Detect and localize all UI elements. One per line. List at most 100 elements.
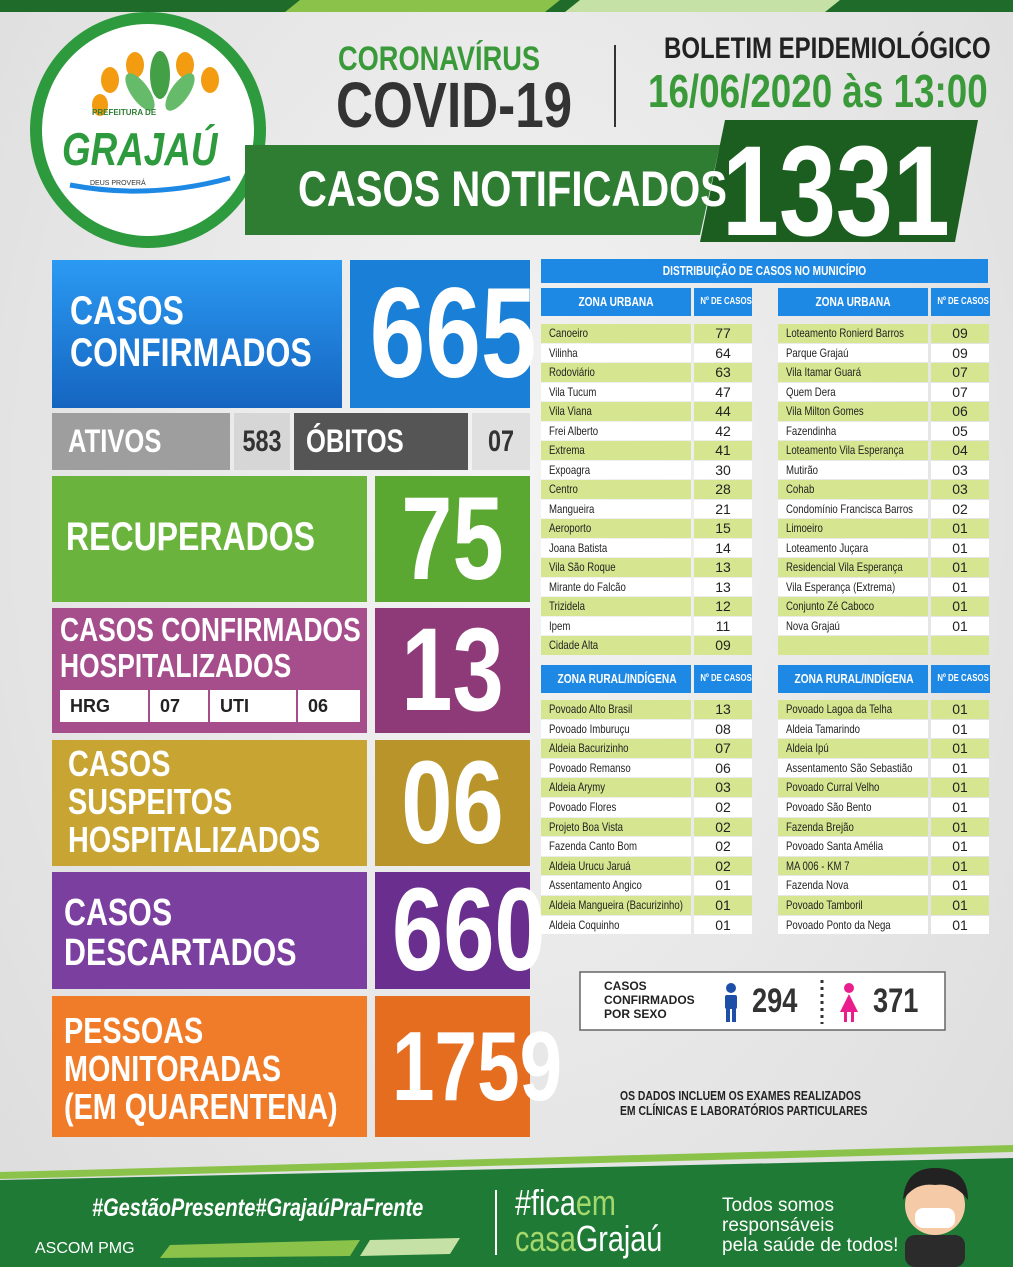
table-cell-name: Cohab <box>786 482 815 496</box>
table-row-bg <box>541 538 691 557</box>
table-row-bg <box>541 343 691 362</box>
table-header: ZONA URBANA <box>815 294 891 309</box>
table-header-cell <box>694 665 752 693</box>
table-row-bg <box>778 402 928 421</box>
panel-confirmed <box>52 260 342 408</box>
table-row-bg <box>541 915 691 935</box>
panel-label: MONITORADAS <box>64 1048 282 1089</box>
table-cell-count: 07 <box>952 383 968 400</box>
campaign-part: #fica <box>515 1182 576 1223</box>
sex-female: 371 <box>873 982 919 1020</box>
panel-discarded-value-box <box>375 872 530 989</box>
table-cell-count: 42 <box>715 422 731 439</box>
table-cell-count: 09 <box>952 344 968 361</box>
table-row-bg <box>778 558 928 577</box>
sex-male: 294 <box>752 982 798 1020</box>
table-row-bg <box>931 798 989 817</box>
panel-confirmed-value-box <box>350 260 530 408</box>
table-cell-name: Aldeia Bacurizinho <box>549 741 629 756</box>
table-cell-name: Fazenda Canto Bom <box>549 839 638 854</box>
table-row-bg <box>931 577 989 596</box>
table-cell-count: 01 <box>952 559 968 575</box>
table-row-bg <box>778 915 928 935</box>
note: OS DADOS INCLUEM OS EXAMES REALIZADOS <box>620 1088 861 1103</box>
slogan: Todos somos <box>722 1195 834 1216</box>
table-row-bg <box>541 421 691 440</box>
table-cell-count: 01 <box>952 720 968 737</box>
table-row-bg <box>931 382 989 401</box>
table-row-bg <box>931 363 989 382</box>
table-row-bg <box>778 324 928 343</box>
table-header: ZONA RURAL/INDÍGENA <box>794 671 914 686</box>
datetime: 16/06/2020 às 13:00 <box>648 65 988 117</box>
table-cell-count: 09 <box>952 325 968 341</box>
table-cell-count: 77 <box>715 325 731 341</box>
notified-label: CASOS NOTIFICADOS <box>298 161 727 217</box>
notified-value: 1331 <box>722 120 950 263</box>
table-header: Nº DE CASOS <box>937 673 989 684</box>
table-row-bg <box>778 343 928 362</box>
panel-recovered <box>52 476 367 602</box>
table-cell-count: 01 <box>952 539 968 556</box>
table-cell-count: 13 <box>715 578 731 595</box>
table-cell-name: Mirante do Falcão <box>549 579 626 594</box>
table-cell-name: Vila Milton Gomes <box>786 404 864 418</box>
table-cell-name: Povoado Imburuçu <box>549 721 630 736</box>
table-cell-count: 01 <box>952 799 968 815</box>
table-cell-count: 01 <box>715 897 731 913</box>
distribution-title: DISTRIBUIÇÃO DE CASOS NO MUNICÍPIO <box>662 263 867 278</box>
table-cell-name: Povoado Lagoa da Telha <box>786 702 893 716</box>
table-row-bg <box>931 421 989 440</box>
table-row-bg <box>778 856 928 876</box>
table-row-bg <box>778 577 928 596</box>
table-cell-name: Fazendinha <box>786 423 837 438</box>
table-row-bg <box>778 480 928 499</box>
table-cell-count: 04 <box>952 442 968 458</box>
campaign-part: Grajaú <box>575 1218 663 1259</box>
table-cell-name: Projeto Boa Vista <box>549 819 624 834</box>
table-cell-count: 01 <box>952 877 968 894</box>
table-row-bg <box>541 597 691 616</box>
table-row-bg <box>694 480 752 499</box>
table-row-bg <box>931 538 989 557</box>
table-row-bg <box>694 876 752 895</box>
table-row-bg <box>541 817 691 837</box>
table-cell-name: Aldeia Urucu Jaruá <box>549 858 631 873</box>
table-cell-name: Povoado Flores <box>549 800 617 814</box>
table-row-bg <box>694 363 752 382</box>
table-row-bg <box>931 896 989 915</box>
campaign-line: casaGrajaú <box>515 1220 662 1258</box>
logo-name: GRAJAÚ <box>62 123 218 175</box>
table-row-bg <box>694 519 752 538</box>
table-row-bg <box>541 837 691 856</box>
table-cell-name: Cidade Alta <box>549 638 599 652</box>
table-cell-name: Parque Grajaú <box>786 345 849 360</box>
table-cell-name: Trizidela <box>549 599 585 613</box>
table-cell-count: 12 <box>715 598 731 614</box>
table-row-bg <box>931 719 989 739</box>
table-cell-count: 15 <box>715 520 731 536</box>
table-row-bg <box>541 616 691 635</box>
table-cell-count: 28 <box>715 481 731 497</box>
table-cell-name: Assentamento São Sebastião <box>786 760 913 775</box>
table-cell-count: 07 <box>715 740 731 757</box>
table-row-bg <box>541 758 691 778</box>
panel-label: HOSPITALIZADOS <box>60 647 292 684</box>
table-row-bg <box>931 778 989 797</box>
logo-motto: DEUS PROVERÁ <box>90 180 146 187</box>
breakdown-cell: 07 <box>150 690 208 722</box>
note: EM CLÍNICAS E LABORATÓRIOS PARTICULARES <box>620 1103 868 1118</box>
table-cell-name: Fazenda Brejão <box>786 819 854 834</box>
table-row-bg <box>541 739 691 758</box>
table-cell-count: 11 <box>715 617 731 634</box>
table-cell-name: Povoado Ponto da Nega <box>786 917 891 932</box>
panel-label: RECUPERADOS <box>66 515 315 559</box>
logo-top: PREFEITURA DE <box>92 108 157 117</box>
panel-suspected <box>52 740 367 866</box>
table-cell-count: 01 <box>952 857 968 874</box>
table-header: ZONA RURAL/INDÍGENA <box>557 671 677 686</box>
table-cell-name: Fazenda Nova <box>786 878 849 893</box>
table-row-bg <box>778 382 928 401</box>
table-row-bg <box>694 538 752 557</box>
table-row-bg <box>931 856 989 876</box>
